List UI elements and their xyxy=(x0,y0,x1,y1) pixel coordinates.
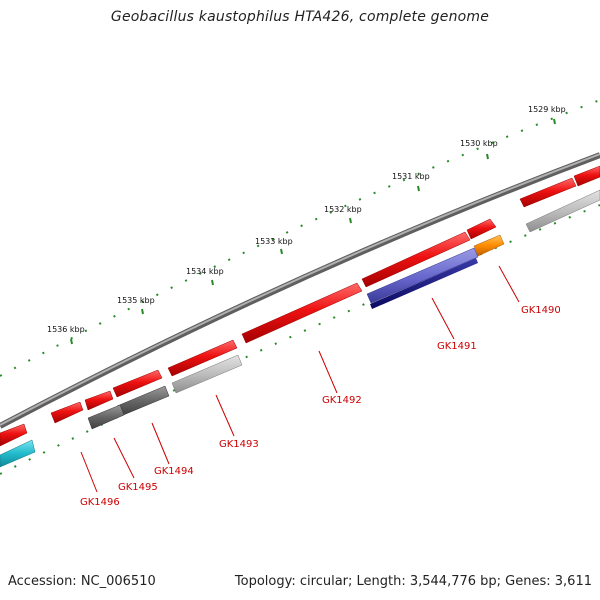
gene-feature xyxy=(473,234,505,257)
gene-label-gk1494: GK1494 xyxy=(154,466,194,477)
genome-backbone xyxy=(0,152,600,429)
gene-label-leaders xyxy=(80,265,520,493)
gene-label-gk1496: GK1496 xyxy=(80,497,120,508)
gene-label-gk1491: GK1491 xyxy=(437,341,477,352)
gene-label-gk1490: GK1490 xyxy=(521,305,561,316)
kbp-major-ticks xyxy=(70,118,556,345)
inner-tick-ruler xyxy=(0,204,600,475)
gene-label-gk1492: GK1492 xyxy=(322,395,362,406)
gene-feature xyxy=(573,165,600,187)
reverse-strand-genes xyxy=(0,189,600,468)
kbp-label: 1536 kbp xyxy=(47,325,85,334)
topology-summary: Topology: circular; Length: 3,544,776 bp… xyxy=(234,574,592,589)
kbp-label: 1530 kbp xyxy=(460,139,498,148)
kbp-label: 1535 kbp xyxy=(117,296,155,305)
gene-feature xyxy=(366,247,479,304)
gene-label-gk1495: GK1495 xyxy=(118,482,158,493)
gene-feature xyxy=(0,423,28,447)
gene-feature xyxy=(466,218,497,240)
forward-strand-genes xyxy=(0,165,600,447)
genome-title: Geobacillus kaustophilus HTA426, complet… xyxy=(110,9,490,25)
kbp-label: 1529 kbp xyxy=(528,105,566,114)
gene-feature xyxy=(167,339,238,377)
gene-feature xyxy=(370,258,478,309)
kbp-label: 1531 kbp xyxy=(392,172,430,181)
accession-text: Accession: NC_006510 xyxy=(8,574,156,589)
gene-feature xyxy=(519,177,577,208)
gene-feature xyxy=(84,390,114,411)
gene-feature xyxy=(87,404,125,430)
kbp-scale-labels: 1529 kbp 1530 kbp 1531 kbp 1532 kbp 1533… xyxy=(47,105,566,334)
gene-feature xyxy=(112,369,163,398)
gene-label-gk1493: GK1493 xyxy=(219,439,259,450)
gene-feature xyxy=(241,282,363,344)
kbp-label: 1532 kbp xyxy=(324,205,362,214)
gene-feature xyxy=(361,231,471,288)
gene-feature xyxy=(50,401,84,424)
kbp-label: 1534 kbp xyxy=(186,267,224,276)
gene-feature xyxy=(0,439,36,468)
kbp-ruler xyxy=(0,99,600,377)
gene-labels: GK1490 GK1491 GK1492 GK1493 GK1494 GK149… xyxy=(80,305,561,508)
gene-feature xyxy=(171,354,243,394)
kbp-label: 1533 kbp xyxy=(255,237,293,246)
gene-feature xyxy=(525,189,600,233)
